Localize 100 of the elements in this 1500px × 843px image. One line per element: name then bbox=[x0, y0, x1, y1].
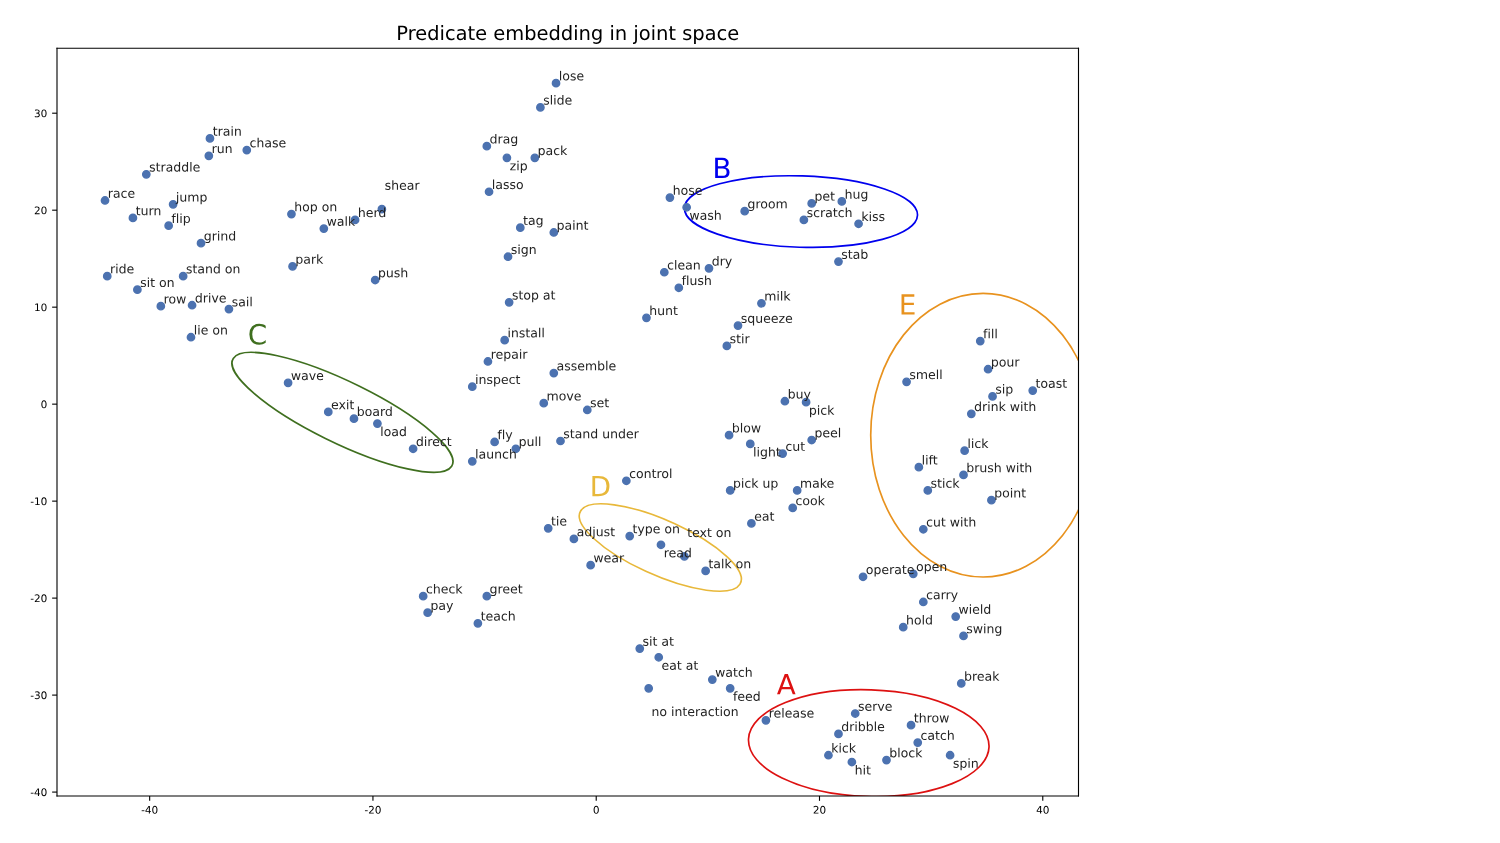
data-label: assemble bbox=[557, 360, 616, 371]
data-label: drink with bbox=[974, 401, 1036, 412]
data-label: stop at bbox=[512, 290, 556, 303]
point bbox=[740, 206, 750, 216]
point bbox=[625, 531, 635, 541]
y-tick-label: -30 bbox=[30, 691, 47, 700]
data-label: flip bbox=[171, 213, 191, 226]
data-label: grind bbox=[204, 230, 236, 243]
data-label: toast bbox=[1035, 379, 1067, 388]
data-label: pay bbox=[431, 602, 454, 613]
data-label: greet bbox=[490, 584, 523, 596]
data-label: move bbox=[547, 393, 581, 401]
point bbox=[987, 495, 996, 505]
data-label: make bbox=[801, 478, 834, 488]
data-label: pour bbox=[991, 359, 1020, 370]
data-label: tag bbox=[523, 216, 543, 228]
data-label: read bbox=[664, 547, 691, 558]
point bbox=[983, 364, 993, 374]
x-tick-label: -20 bbox=[364, 805, 381, 814]
data-label: tie bbox=[551, 516, 567, 526]
point bbox=[847, 757, 857, 767]
data-label: pet bbox=[815, 191, 835, 204]
point bbox=[373, 419, 382, 428]
data-label: wield bbox=[959, 604, 991, 614]
data-label: hop on bbox=[295, 201, 337, 214]
data-label: park bbox=[296, 254, 324, 267]
data-label: dry bbox=[712, 256, 732, 269]
data-label: eat at bbox=[662, 661, 698, 670]
point bbox=[988, 392, 997, 401]
data-label: stir bbox=[730, 333, 750, 344]
data-label: fill bbox=[983, 328, 997, 339]
data-label: hose bbox=[673, 185, 702, 195]
y-tick-label: -20 bbox=[30, 594, 47, 603]
data-label: repair bbox=[491, 349, 528, 362]
data-label: dribble bbox=[841, 721, 885, 732]
data-label: no interaction bbox=[652, 706, 738, 717]
data-label: brush with bbox=[967, 462, 1032, 473]
data-label: block bbox=[890, 747, 923, 758]
data-label: fly bbox=[497, 429, 513, 442]
point bbox=[906, 720, 916, 730]
data-label: flush bbox=[681, 275, 711, 286]
data-label: clean bbox=[667, 259, 700, 270]
y-tick-label: 20 bbox=[34, 206, 47, 215]
data-label: pack bbox=[538, 145, 568, 158]
data-label: lick bbox=[968, 438, 989, 449]
data-label: push bbox=[379, 267, 408, 280]
data-label: feed bbox=[733, 691, 760, 701]
point bbox=[408, 444, 418, 454]
data-label: carry bbox=[926, 592, 958, 602]
data-label: stab bbox=[841, 249, 868, 259]
data-label: run bbox=[212, 146, 232, 154]
x-tick-label: -40 bbox=[141, 805, 158, 814]
annotation: A bbox=[777, 674, 796, 695]
data-label: buy bbox=[788, 388, 811, 402]
point bbox=[975, 336, 985, 346]
data-label: sign bbox=[511, 244, 536, 257]
data-label: groom bbox=[748, 201, 787, 211]
data-label: stand on bbox=[186, 263, 240, 274]
data-label: straddle bbox=[149, 162, 200, 172]
data-label: eat bbox=[754, 511, 775, 521]
point bbox=[283, 378, 293, 388]
data-label: lasso bbox=[493, 179, 523, 190]
data-label: stand under bbox=[563, 428, 639, 439]
data-label: catch bbox=[921, 730, 954, 741]
data-label: ride bbox=[111, 263, 134, 274]
point bbox=[923, 486, 933, 495]
point bbox=[323, 407, 333, 417]
data-label: sail bbox=[232, 296, 252, 307]
point bbox=[1028, 386, 1038, 395]
data-label: hold bbox=[907, 614, 932, 625]
data-label: inspect bbox=[476, 374, 521, 387]
data-label: lose bbox=[559, 70, 584, 81]
y-tick-label: 0 bbox=[41, 400, 47, 409]
point bbox=[349, 414, 359, 424]
point bbox=[966, 409, 976, 419]
data-label: row bbox=[164, 296, 186, 304]
data-label: pick bbox=[810, 405, 835, 418]
data-label: watch bbox=[715, 667, 752, 677]
data-label: point bbox=[995, 487, 1026, 500]
annotation: B bbox=[715, 157, 730, 179]
data-label: teach bbox=[480, 611, 515, 621]
point bbox=[701, 566, 710, 576]
annotation: E bbox=[901, 294, 915, 315]
point bbox=[914, 462, 924, 472]
y-tick-label: -10 bbox=[30, 497, 47, 506]
data-label: load bbox=[381, 426, 406, 437]
annotation: C bbox=[249, 323, 266, 345]
x-tick-label: 40 bbox=[1036, 805, 1049, 814]
data-label: squeeze bbox=[741, 315, 793, 326]
data-label: slide bbox=[543, 95, 572, 105]
point bbox=[960, 446, 969, 456]
data-label: board bbox=[357, 406, 392, 417]
data-label: serve bbox=[858, 703, 892, 711]
data-label: wear bbox=[593, 555, 625, 563]
data-label: lie on bbox=[194, 324, 227, 335]
x-tick-label: 0 bbox=[593, 805, 599, 814]
data-label: drag bbox=[490, 133, 518, 146]
data-label: jump bbox=[175, 192, 207, 205]
data-label: launch bbox=[476, 449, 516, 459]
point bbox=[656, 540, 666, 550]
